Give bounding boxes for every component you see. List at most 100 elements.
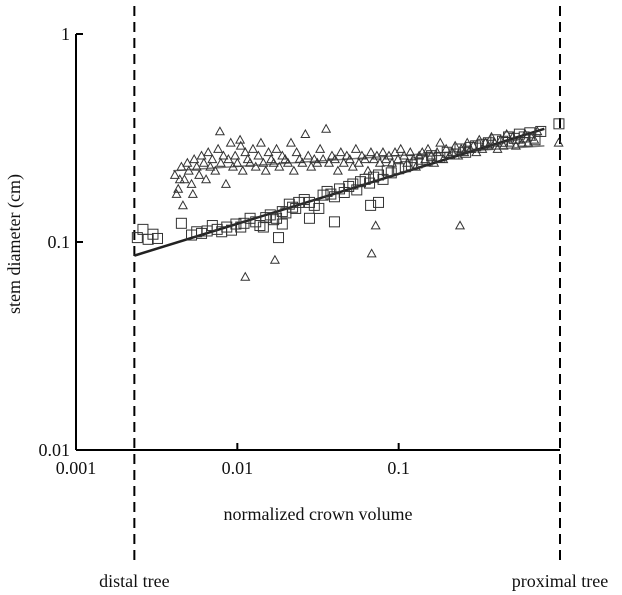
data-point-triangle bbox=[377, 147, 388, 157]
data-point-triangle bbox=[183, 165, 194, 175]
data-point-triangle bbox=[366, 248, 377, 258]
data-point-triangle bbox=[454, 220, 466, 230]
data-point-triangle bbox=[395, 143, 406, 153]
data-point-triangle bbox=[230, 150, 241, 160]
data-point-triangle bbox=[187, 188, 198, 198]
data-point-square bbox=[482, 137, 494, 149]
data-point-square bbox=[225, 224, 237, 236]
data-point-triangle bbox=[171, 188, 182, 198]
data-point-triangle bbox=[213, 143, 224, 153]
data-point-triangle bbox=[300, 128, 311, 139]
data-point-square bbox=[244, 212, 256, 224]
data-point-triangle bbox=[253, 150, 264, 160]
tick-labels: 0.001 0.01 0.110.10.01 bbox=[39, 24, 410, 478]
data-point-triangle bbox=[269, 254, 280, 264]
data-point-square bbox=[364, 177, 376, 189]
data-point-triangle bbox=[232, 157, 243, 167]
data-point-square bbox=[328, 216, 340, 228]
data-point-square bbox=[553, 118, 565, 130]
data-point-square bbox=[303, 212, 315, 224]
data-point-triangle bbox=[240, 271, 251, 281]
data-point-triangle bbox=[203, 147, 214, 157]
data-point-triangle bbox=[225, 137, 236, 147]
data-point-triangle bbox=[247, 143, 259, 153]
data-point-triangle bbox=[173, 183, 184, 193]
data-point-triangle bbox=[263, 147, 274, 157]
data-point-square bbox=[273, 232, 285, 244]
data-point-triangle bbox=[332, 165, 343, 175]
data-point-square bbox=[359, 173, 371, 185]
data-point-square bbox=[313, 202, 325, 214]
data-point-triangle bbox=[309, 153, 320, 164]
data-point-triangle bbox=[274, 161, 285, 171]
data-point-square bbox=[196, 227, 208, 239]
data-point-triangle bbox=[285, 137, 297, 147]
data-point-square bbox=[381, 165, 393, 177]
data-point-triangle bbox=[194, 169, 205, 179]
data-point-square bbox=[405, 159, 417, 171]
data-point-square bbox=[343, 180, 355, 192]
x-axis-label: normalized crown volume bbox=[224, 504, 413, 524]
data-point-triangle bbox=[169, 169, 180, 179]
data-point-square bbox=[235, 221, 247, 233]
data-point-square bbox=[518, 131, 530, 143]
data-point-triangle bbox=[189, 153, 200, 164]
data-point-triangle bbox=[344, 153, 355, 164]
data-point-triangle bbox=[315, 143, 326, 153]
data-point-triangle bbox=[297, 157, 308, 167]
data-point-triangle bbox=[205, 161, 216, 171]
data-point-square bbox=[351, 184, 363, 196]
data-point-square bbox=[454, 143, 466, 155]
data-point-triangle bbox=[291, 147, 302, 157]
data-point-square bbox=[496, 135, 508, 147]
data-point-square bbox=[290, 202, 302, 214]
data-point-square bbox=[293, 196, 305, 208]
data-point-triangle bbox=[186, 178, 197, 188]
y-tick-label: 1 bbox=[61, 24, 70, 44]
data-point-triangle bbox=[196, 150, 207, 160]
data-point-square bbox=[338, 186, 350, 198]
data-point-square bbox=[373, 196, 385, 208]
data-point-triangle bbox=[177, 200, 188, 210]
data-point-triangle bbox=[237, 165, 248, 175]
data-point-triangle bbox=[191, 161, 202, 171]
data-point-triangle bbox=[553, 137, 564, 147]
data-point-triangle bbox=[303, 150, 314, 160]
data-point-square bbox=[441, 146, 453, 158]
data-point-triangle bbox=[207, 153, 218, 164]
data-point-square bbox=[385, 167, 397, 179]
data-point-triangle bbox=[245, 157, 256, 167]
data-point-square bbox=[151, 232, 163, 244]
data-point-square bbox=[529, 134, 541, 146]
data-point-square bbox=[399, 161, 411, 173]
data-point-square bbox=[393, 163, 405, 175]
data-point-square bbox=[317, 189, 329, 201]
data-point-triangle bbox=[350, 143, 361, 153]
x-tick-label: 0.001 bbox=[56, 458, 97, 478]
y-tick-label: 0.01 bbox=[39, 440, 71, 460]
data-point-square bbox=[131, 232, 143, 244]
reference-lines bbox=[133, 6, 561, 562]
data-point-triangle bbox=[329, 153, 341, 164]
data-point-triangle bbox=[268, 157, 279, 167]
data-point-square bbox=[254, 220, 266, 232]
data-point-triangle bbox=[240, 147, 251, 157]
data-point-triangle bbox=[365, 147, 376, 157]
data-point-triangle bbox=[223, 153, 234, 164]
data-point-triangle bbox=[215, 157, 226, 167]
data-point-triangle bbox=[220, 178, 231, 188]
reference-line-labels: distal tree proximal tree bbox=[99, 571, 608, 591]
data-point-triangle bbox=[359, 153, 370, 164]
data-point-triangle bbox=[282, 157, 294, 167]
data-point-square bbox=[268, 214, 280, 226]
data-point-triangle bbox=[271, 143, 282, 153]
data-point-square bbox=[426, 150, 438, 162]
data-point-triangle bbox=[218, 150, 229, 160]
data-point-triangle bbox=[422, 143, 434, 153]
data-point-triangle bbox=[214, 126, 225, 136]
data-point-triangle bbox=[260, 165, 271, 175]
data-point-triangle bbox=[370, 220, 381, 230]
data-point-square bbox=[365, 199, 377, 211]
data-point-square bbox=[535, 125, 547, 137]
